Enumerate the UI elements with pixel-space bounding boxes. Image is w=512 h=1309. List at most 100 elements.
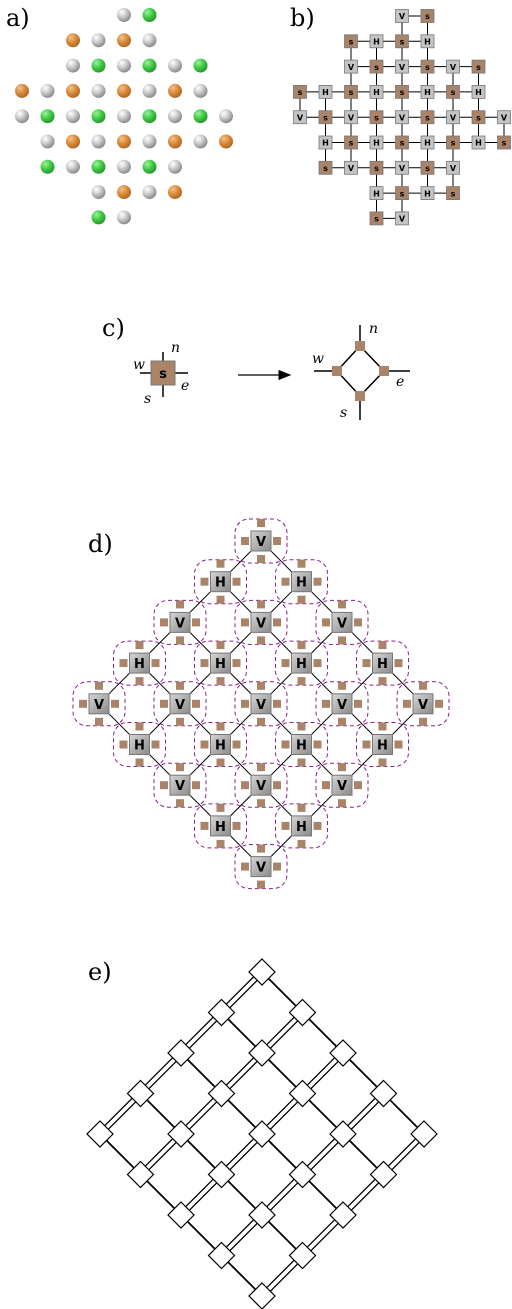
s-tile-letter: s (323, 113, 328, 122)
dir-label-w: w (133, 357, 145, 373)
sphere-bead-icon (40, 83, 55, 98)
v-tile (250, 530, 272, 552)
small-s-node (257, 555, 265, 563)
h-tile (210, 652, 231, 674)
small-s-node (216, 803, 225, 812)
h-tile (318, 135, 333, 150)
s-tile (318, 160, 333, 175)
v-tile (250, 611, 272, 633)
small-s-node (241, 862, 249, 871)
small-s-node (281, 577, 290, 586)
s-tile (344, 34, 358, 49)
h-tile-letter: H (424, 189, 431, 198)
small-s-node (216, 758, 225, 767)
sphere-bead-icon (91, 33, 106, 48)
sphere-bead-icon (66, 83, 80, 98)
small-s-node (176, 717, 184, 726)
sphere-bead-icon (91, 58, 106, 73)
v-tile-letter: V (399, 63, 406, 72)
small-s-node (216, 722, 225, 731)
small-s-node (257, 519, 265, 527)
s-tile-letter: s (400, 38, 405, 47)
h-tile (129, 652, 150, 674)
v-tile (169, 611, 191, 633)
small-s-node (403, 699, 411, 708)
v-tile-letter: V (337, 779, 347, 794)
v-tile (88, 693, 110, 715)
v-tile-letter: V (348, 164, 355, 173)
small-s-node (297, 677, 306, 686)
small-s-node (257, 717, 265, 726)
small-s-node (297, 839, 306, 848)
v-tile-letter: V (418, 698, 428, 713)
v-tile (250, 774, 272, 796)
v-tile (446, 160, 460, 175)
small-s-node (257, 600, 265, 609)
diamond-node-icon (248, 1201, 276, 1229)
small-s-node (111, 699, 119, 708)
h-tile (369, 135, 384, 150)
h-tile (471, 85, 486, 99)
sphere-bead-icon (117, 8, 131, 22)
small-s-node (160, 618, 168, 627)
small-s-node (435, 699, 443, 708)
s-tile (420, 59, 435, 74)
small-s-node (135, 758, 144, 767)
s-tile (369, 110, 384, 125)
h-tile (420, 186, 435, 201)
sphere-bead-icon (117, 83, 131, 98)
sphere-bead-icon (66, 58, 80, 73)
small-s-node (176, 799, 184, 808)
small-s-node (257, 681, 265, 690)
v-tile (344, 59, 358, 74)
v-tile (344, 160, 358, 175)
v-tile-letter: V (348, 113, 355, 122)
small-s-node (216, 595, 225, 604)
s-tile-letter: s (400, 88, 405, 97)
v-tile (395, 211, 409, 226)
sphere-bead-icon (91, 210, 106, 225)
h-tile-letter: H (373, 139, 380, 148)
sphere-bead-icon (91, 185, 106, 200)
dir-label-e: e (181, 378, 189, 394)
small-s-node (257, 844, 265, 853)
sphere-bead-icon (117, 159, 131, 174)
h-tile (420, 135, 435, 150)
v-tile-letter: V (450, 164, 457, 173)
sphere-bead-icon (168, 134, 182, 149)
small-s-node (79, 699, 87, 708)
s-tile (318, 110, 333, 125)
small-s-node (216, 677, 225, 686)
v-tile-letter: V (348, 63, 355, 72)
small-s-node (216, 559, 225, 568)
s-vertex-tile (150, 360, 176, 386)
small-s-node (160, 699, 168, 708)
s-tile-letter: s (400, 139, 405, 148)
small-s-node (378, 677, 387, 686)
v-tile (395, 59, 409, 74)
diamond-node-icon (329, 1201, 357, 1229)
small-s-node (232, 821, 241, 830)
s-tile (395, 34, 409, 49)
s-tile (471, 110, 486, 125)
small-s-node (419, 681, 427, 690)
h-tile-letter: H (373, 38, 380, 47)
small-s-node (313, 577, 322, 586)
s-tile-letter: s (425, 164, 430, 173)
s-tile (420, 160, 435, 175)
sphere-bead-icon (117, 185, 131, 200)
v-tile (250, 693, 272, 715)
v-tile-letter: V (256, 698, 266, 713)
dir-label-w: w (312, 351, 324, 367)
sphere-bead-icon (142, 33, 157, 48)
small-s-node (354, 618, 362, 627)
small-s-node (322, 781, 330, 790)
h-tile-letter: H (215, 820, 226, 835)
dir-label-s: s (340, 405, 347, 421)
diamond-node-icon (369, 1160, 398, 1189)
small-s-node (378, 722, 387, 731)
sphere-bead-icon (193, 83, 208, 98)
diamond-node-icon (167, 1201, 195, 1229)
